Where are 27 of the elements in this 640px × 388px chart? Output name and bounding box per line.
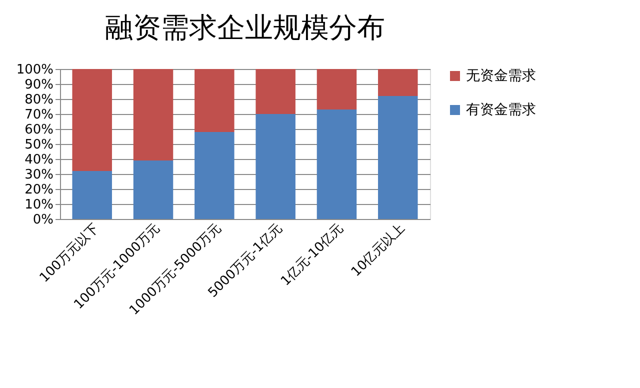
- bar: [316, 69, 357, 110]
- y-tick-label: 100%: [16, 62, 54, 78]
- bar: [378, 96, 418, 219]
- bar: [194, 69, 234, 132]
- x-tick-label: 10亿元以上: [348, 220, 408, 280]
- bar: [72, 171, 112, 219]
- bar: [378, 69, 418, 96]
- bar: [256, 69, 296, 114]
- chart-title: 融资需求企业规模分布: [105, 11, 385, 44]
- legend-label: 无资金需求: [466, 68, 536, 84]
- y-tick-label: 60%: [24, 122, 54, 138]
- legend-label: 有资金需求: [466, 102, 536, 118]
- bar: [133, 160, 174, 219]
- y-tick-label: 0%: [32, 212, 54, 228]
- bar: [316, 110, 357, 219]
- y-tick-label: 30%: [24, 168, 54, 182]
- bar: [256, 114, 296, 219]
- y-tick-label: 20%: [24, 182, 54, 198]
- bar: [133, 69, 174, 160]
- y-tick-label: 90%: [24, 78, 54, 92]
- y-tick-label: 40%: [24, 152, 54, 168]
- y-tick-label: 70%: [24, 108, 54, 122]
- y-tick-label: 50%: [24, 138, 54, 152]
- y-tick-label: 80%: [24, 92, 54, 108]
- y-tick-label: 10%: [24, 198, 54, 212]
- bar: [194, 132, 234, 219]
- bar: [72, 69, 112, 171]
